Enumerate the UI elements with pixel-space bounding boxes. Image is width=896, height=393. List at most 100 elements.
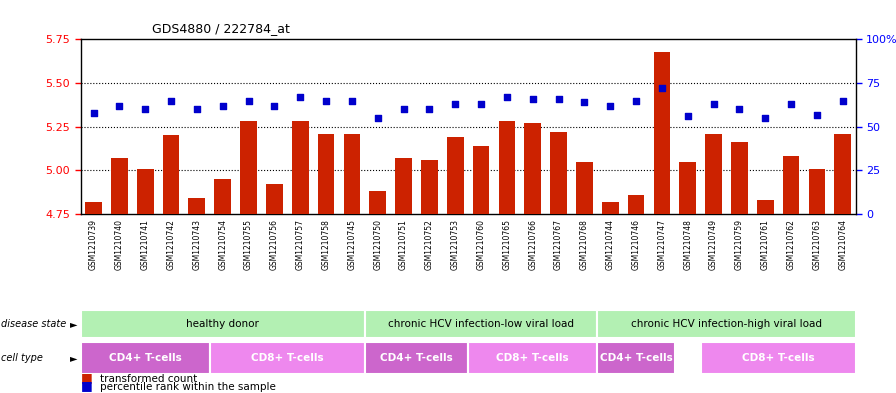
Text: GSM1210761: GSM1210761: [761, 219, 770, 270]
Point: [112, 103, 126, 109]
Bar: [808, 169, 825, 214]
Text: GDS4880 / 222784_at: GDS4880 / 222784_at: [152, 22, 290, 35]
Bar: [757, 200, 773, 214]
Bar: [602, 202, 618, 214]
Text: GSM1210751: GSM1210751: [399, 219, 408, 270]
Bar: [447, 137, 463, 214]
Bar: [395, 158, 412, 214]
Bar: [240, 121, 257, 214]
Point: [551, 95, 565, 102]
Bar: [598, 342, 675, 373]
Point: [371, 115, 385, 121]
Text: GSM1210739: GSM1210739: [89, 219, 98, 270]
Bar: [85, 202, 102, 214]
Bar: [524, 123, 541, 214]
Text: GSM1210766: GSM1210766: [529, 219, 538, 270]
Text: GSM1210741: GSM1210741: [141, 219, 150, 270]
Text: CD4+ T-cells: CD4+ T-cells: [108, 353, 182, 363]
Text: GSM1210749: GSM1210749: [709, 219, 718, 270]
Bar: [731, 143, 748, 214]
Text: chronic HCV infection-high viral load: chronic HCV infection-high viral load: [631, 319, 822, 329]
Bar: [365, 342, 468, 373]
Text: cell type: cell type: [1, 353, 43, 363]
Text: transformed count: transformed count: [100, 375, 198, 384]
Text: GSM1210754: GSM1210754: [219, 219, 228, 270]
Bar: [365, 310, 598, 338]
Text: GSM1210764: GSM1210764: [839, 219, 848, 270]
Point: [784, 101, 798, 107]
Bar: [292, 121, 308, 214]
Point: [241, 97, 255, 104]
Bar: [783, 156, 799, 214]
Point: [422, 106, 436, 112]
Bar: [834, 134, 851, 214]
Bar: [576, 162, 593, 214]
Bar: [369, 191, 386, 214]
Point: [706, 101, 720, 107]
Text: GSM1210768: GSM1210768: [580, 219, 589, 270]
Bar: [81, 342, 210, 373]
Text: GSM1210743: GSM1210743: [193, 219, 202, 270]
Bar: [137, 169, 153, 214]
Point: [86, 110, 100, 116]
Point: [267, 103, 281, 109]
Text: disease state: disease state: [1, 319, 66, 329]
Point: [164, 97, 178, 104]
Text: percentile rank within the sample: percentile rank within the sample: [100, 382, 276, 392]
Text: GSM1210744: GSM1210744: [606, 219, 615, 270]
Point: [293, 94, 307, 100]
Bar: [468, 342, 598, 373]
Point: [448, 101, 462, 107]
Text: GSM1210762: GSM1210762: [787, 219, 796, 270]
Bar: [343, 134, 360, 214]
Bar: [705, 134, 722, 214]
Bar: [266, 184, 283, 214]
Text: CD8+ T-cells: CD8+ T-cells: [251, 353, 323, 363]
Text: CD8+ T-cells: CD8+ T-cells: [496, 353, 569, 363]
Text: GSM1210740: GSM1210740: [115, 219, 124, 270]
Text: GSM1210747: GSM1210747: [658, 219, 667, 270]
Bar: [421, 160, 438, 214]
Point: [500, 94, 514, 100]
Point: [138, 106, 152, 112]
Text: GSM1210753: GSM1210753: [451, 219, 460, 270]
Text: ►: ►: [70, 319, 77, 329]
Point: [655, 85, 669, 92]
Bar: [498, 121, 515, 214]
Text: ■: ■: [81, 371, 92, 384]
Bar: [111, 158, 128, 214]
Text: chronic HCV infection-low viral load: chronic HCV infection-low viral load: [388, 319, 574, 329]
Text: GSM1210765: GSM1210765: [503, 219, 512, 270]
Bar: [163, 136, 179, 214]
Bar: [628, 195, 644, 214]
Text: GSM1210745: GSM1210745: [348, 219, 357, 270]
Bar: [473, 146, 489, 214]
Point: [758, 115, 772, 121]
Text: CD8+ T-cells: CD8+ T-cells: [742, 353, 814, 363]
Text: GSM1210758: GSM1210758: [322, 219, 331, 270]
Point: [345, 97, 359, 104]
Text: GSM1210759: GSM1210759: [735, 219, 744, 270]
Text: healthy donor: healthy donor: [186, 319, 259, 329]
Text: GSM1210757: GSM1210757: [296, 219, 305, 270]
Point: [629, 97, 643, 104]
Text: GSM1210756: GSM1210756: [270, 219, 279, 270]
Text: CD4+ T-cells: CD4+ T-cells: [380, 353, 452, 363]
Point: [396, 106, 410, 112]
Text: ■: ■: [81, 379, 92, 392]
Bar: [188, 198, 205, 214]
Point: [603, 103, 617, 109]
Text: GSM1210748: GSM1210748: [684, 219, 693, 270]
Point: [319, 97, 333, 104]
Bar: [679, 162, 696, 214]
Point: [526, 95, 540, 102]
Bar: [318, 134, 334, 214]
Point: [810, 111, 824, 118]
Text: GSM1210760: GSM1210760: [477, 219, 486, 270]
Text: GSM1210767: GSM1210767: [554, 219, 563, 270]
Point: [836, 97, 850, 104]
Text: GSM1210763: GSM1210763: [813, 219, 822, 270]
Text: GSM1210746: GSM1210746: [632, 219, 641, 270]
Bar: [81, 310, 365, 338]
Text: GSM1210742: GSM1210742: [167, 219, 176, 270]
